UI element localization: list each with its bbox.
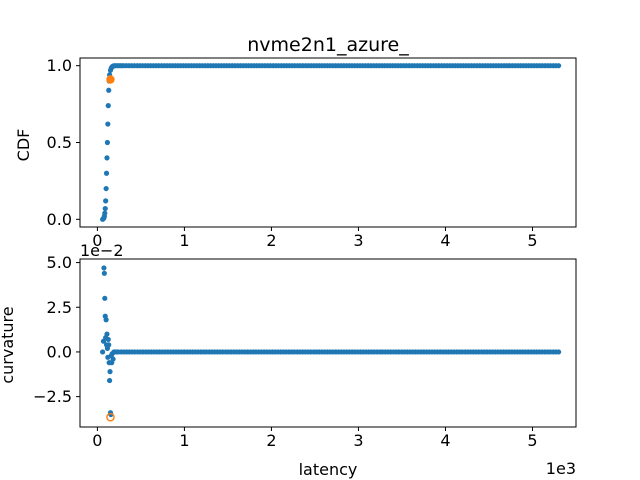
cdf-axes-frame bbox=[79, 57, 577, 228]
y-tick-label: 0.0 bbox=[47, 210, 72, 229]
x-tick-label: 5 bbox=[527, 431, 537, 450]
x-tick-label: 2 bbox=[266, 431, 276, 450]
y-axis-label-cdf: CDF bbox=[14, 129, 33, 162]
x-tick-label: 0 bbox=[92, 231, 102, 250]
data-point bbox=[102, 295, 108, 301]
data-point bbox=[104, 331, 110, 337]
x-tick-label: 4 bbox=[440, 431, 450, 450]
x-tick-label: 3 bbox=[353, 231, 363, 250]
data-point bbox=[103, 198, 109, 204]
x-axis-scale-label: 1e3 bbox=[546, 459, 576, 478]
curvature-panel: curvature 1e−2 latency 1e3 0 1 2 3 4 55.02.50… bbox=[0, 241, 577, 479]
data-point bbox=[102, 210, 108, 216]
cdf-panel: nvme2n1_azure_ CDF 0 1 2 3 4 5 0.0 0.5 1.0 bbox=[14, 34, 577, 250]
data-point bbox=[101, 270, 107, 276]
data-point bbox=[556, 63, 562, 69]
data-point bbox=[104, 139, 111, 146]
data-point bbox=[106, 87, 112, 93]
x-tick-label: 2 bbox=[266, 231, 276, 250]
cdf-marks bbox=[100, 63, 562, 222]
y-tick-label: 0.5 bbox=[47, 133, 72, 152]
data-point bbox=[106, 342, 112, 348]
x-tick-label: 4 bbox=[440, 231, 450, 250]
cdf-ticks: 0 1 2 3 4 5 0.0 0.5 1.0 bbox=[47, 56, 538, 250]
x-tick-label: 1 bbox=[179, 231, 189, 250]
x-tick-label: 5 bbox=[527, 231, 537, 250]
curvature-ticks: 0 1 2 3 4 5 5.0 2.5 0.0 −2.5 bbox=[33, 253, 537, 450]
data-point bbox=[104, 155, 110, 161]
x-tick-label: 3 bbox=[353, 431, 363, 450]
y-axis-scale-label: 1e−2 bbox=[80, 241, 124, 260]
data-point bbox=[105, 121, 111, 127]
y-tick-label: 2.5 bbox=[47, 298, 72, 317]
curvature-marks bbox=[100, 265, 562, 422]
data-point bbox=[107, 369, 113, 375]
curvature-axes-frame bbox=[79, 258, 577, 428]
x-tick-label: 1 bbox=[179, 431, 189, 450]
data-point bbox=[101, 265, 107, 271]
chart-title: nvme2n1_azure_ bbox=[247, 34, 409, 56]
y-tick-label: 0.0 bbox=[47, 342, 72, 361]
y-tick-label: −2.5 bbox=[33, 387, 72, 406]
x-axis-label-latency: latency bbox=[299, 460, 358, 479]
data-point bbox=[110, 356, 116, 362]
data-point bbox=[103, 170, 110, 176]
data-point bbox=[106, 75, 115, 84]
y-tick-label: 5.0 bbox=[47, 253, 72, 272]
data-point bbox=[105, 336, 111, 343]
data-point bbox=[105, 103, 111, 109]
data-point bbox=[106, 412, 115, 422]
data-point bbox=[102, 205, 108, 212]
data-point bbox=[103, 185, 109, 192]
y-axis-label-curvature: curvature bbox=[0, 306, 17, 383]
data-point bbox=[103, 317, 109, 323]
data-point bbox=[100, 349, 106, 355]
y-tick-label: 1.0 bbox=[47, 56, 72, 75]
data-point bbox=[106, 377, 113, 384]
x-tick-label: 0 bbox=[92, 431, 102, 450]
data-point bbox=[556, 349, 562, 355]
